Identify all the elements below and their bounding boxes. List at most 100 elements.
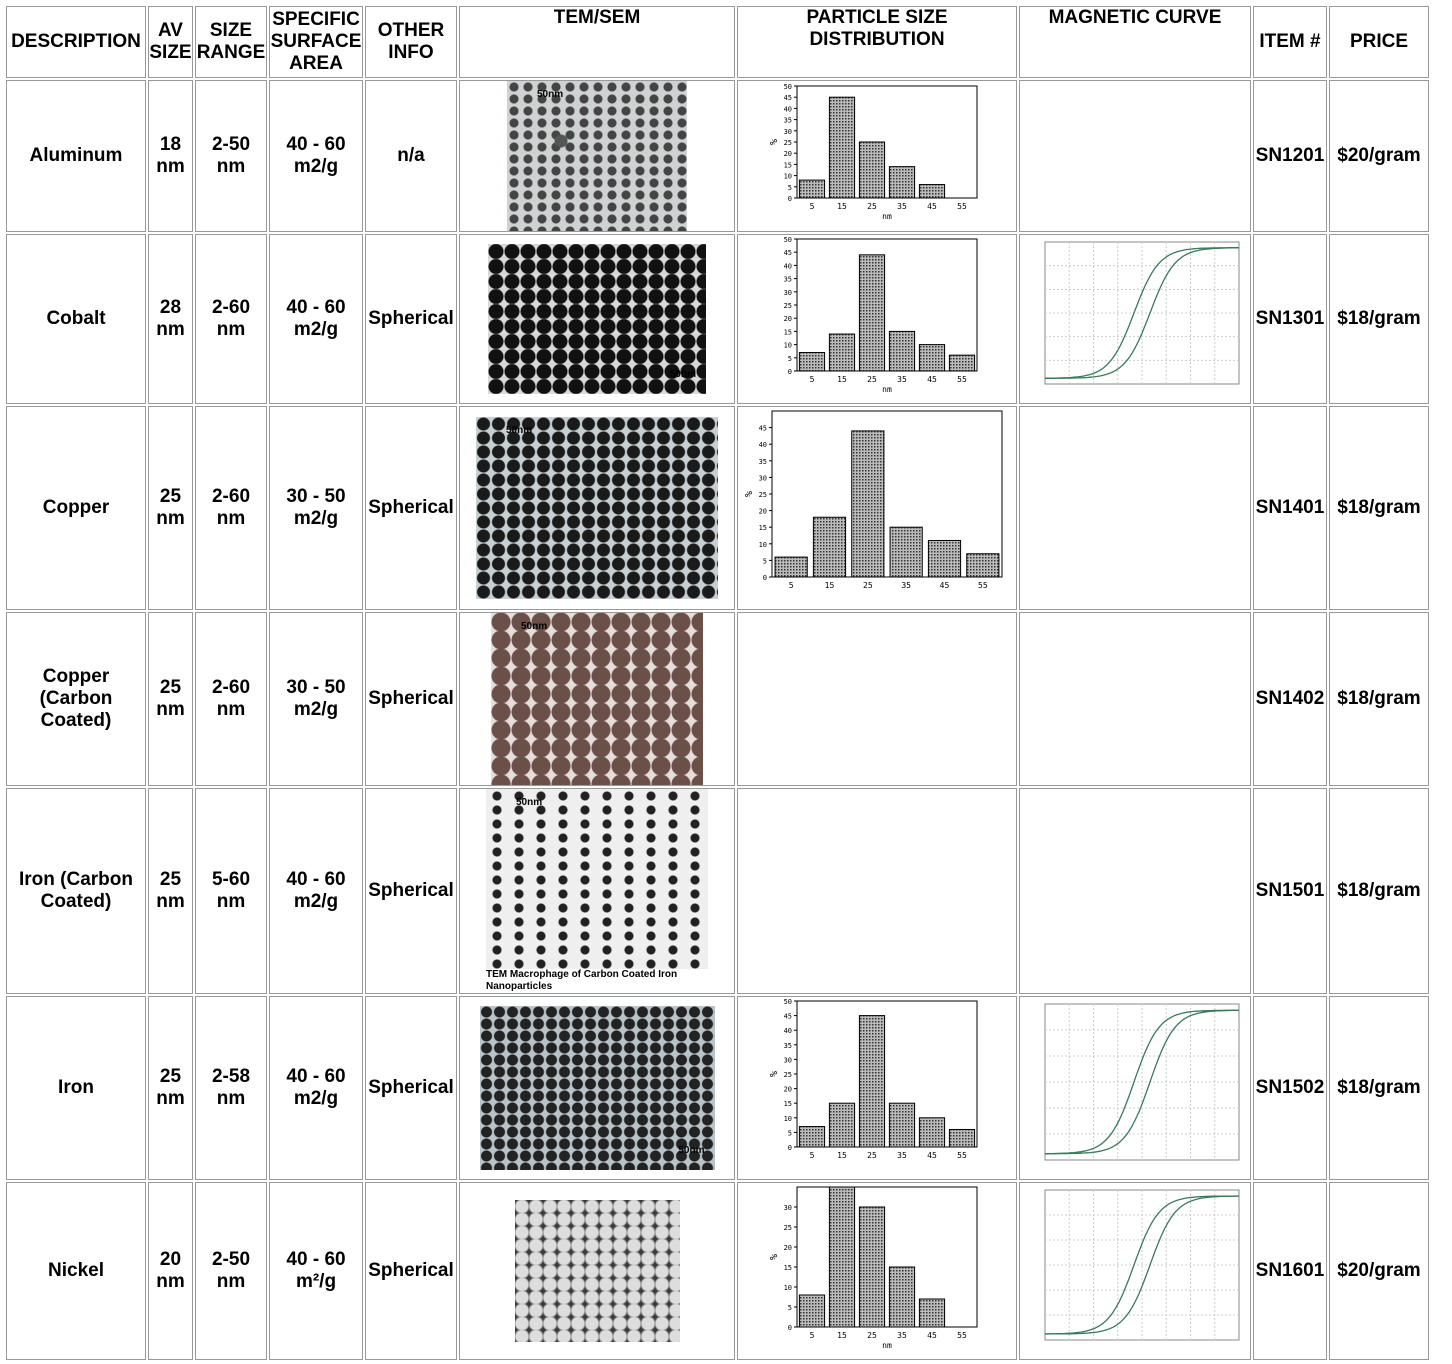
y-tick-label: 30: [784, 128, 792, 136]
tem-cell: 50nm: [459, 234, 735, 404]
distribution-chart: 0 5 10 15 20 25 30 35 40 45 5 15 25 35 45 55%: [744, 410, 1003, 590]
y-tick-label: 20: [759, 508, 767, 516]
item-number: SN1401: [1253, 406, 1327, 610]
tem-image: 50nm: [491, 613, 703, 785]
surface-area: 30 - 50 m2/g: [269, 406, 363, 610]
x-tick-label: 45: [927, 202, 937, 211]
x-tick-label: 25: [863, 581, 873, 590]
item-number: SN1502: [1253, 996, 1327, 1180]
y-tick-label: 30: [759, 474, 767, 482]
bar: [888, 1102, 916, 1148]
y-tick-label: 15: [759, 524, 767, 532]
av-size: 25 nm: [148, 406, 193, 610]
distribution-chart: 0 5 10 15 20 25 30 35 40 45 50 5 15 25 35 45 55%: [769, 998, 978, 1160]
x-tick-label: 55: [957, 1151, 967, 1160]
y-tick-label: 20: [784, 1086, 792, 1094]
x-tick-label: 5: [789, 581, 794, 590]
surface-area: 40 - 60 m2/g: [269, 788, 363, 994]
x-tick-label: 45: [940, 581, 950, 590]
y-tick-label: 5: [788, 1304, 792, 1312]
y-tick-label: 15: [784, 161, 792, 169]
y-tick-label: 0: [788, 195, 792, 203]
hysteresis-loop: [1045, 1009, 1239, 1155]
x-tick-label: 35: [897, 202, 907, 211]
y-tick-label: 40: [759, 441, 767, 449]
y-tick-label: 50: [784, 83, 792, 91]
x-axis-label: nm: [882, 212, 892, 221]
bar: [918, 1117, 946, 1148]
column-header: ITEM #: [1253, 6, 1327, 78]
magnetic-cell: [1019, 788, 1251, 994]
y-tick-label: 45: [759, 425, 767, 433]
plot-frame: [796, 238, 978, 372]
surface-area: 40 - 60 m2/g: [269, 996, 363, 1180]
av-size: 28 nm: [148, 234, 193, 404]
item-number: SN1402: [1253, 612, 1327, 786]
bar: [888, 166, 916, 199]
price: $18/gram: [1329, 996, 1429, 1180]
hysteresis-loop: [1045, 247, 1239, 379]
av-size: 25 nm: [148, 996, 193, 1180]
size-range: 2-50 nm: [195, 80, 267, 232]
tem-cell: [459, 1182, 735, 1360]
bar: [948, 1128, 976, 1148]
y-tick-label: 5: [763, 557, 767, 565]
x-tick-label: 45: [927, 1331, 937, 1340]
y-tick-label: 15: [784, 328, 792, 336]
av-size: 25 nm: [148, 612, 193, 786]
magnetic-cell: [1019, 996, 1251, 1180]
scale-label: 50nm: [506, 425, 533, 436]
bar: [798, 1294, 826, 1328]
size-range: 2-60 nm: [195, 612, 267, 786]
y-tick-label: 0: [788, 1144, 792, 1152]
x-tick-label: 5: [810, 1151, 815, 1160]
hysteresis-loop: [1045, 247, 1239, 379]
bar: [858, 141, 886, 199]
bar: [774, 556, 808, 578]
y-tick-label: 5: [788, 1129, 792, 1137]
item-number: SN1601: [1253, 1182, 1327, 1360]
y-tick-label: 15: [784, 1100, 792, 1108]
other-info: n/a: [365, 80, 457, 232]
description: Copper: [6, 406, 146, 610]
y-tick-label: 40: [784, 262, 792, 270]
bar: [828, 1186, 856, 1328]
price: $18/gram: [1329, 234, 1429, 404]
tem-caption: TEM Macrophage of Carbon Coated Iron Nan…: [486, 969, 678, 992]
distribution-chart: 0 5 10 15 20 25 30 35 40 45 50 5 15 25 35 45 55 nm: [784, 236, 978, 394]
x-tick-label: 15: [825, 581, 835, 590]
x-tick-label: 25: [867, 1331, 877, 1340]
av-size: 18 nm: [148, 80, 193, 232]
y-tick-label: 50: [784, 998, 792, 1006]
column-header: DESCRIPTION: [6, 6, 146, 78]
x-tick-label: 35: [897, 1331, 907, 1340]
x-tick-label: 25: [867, 1151, 877, 1160]
y-tick-label: 0: [763, 574, 767, 582]
bar: [858, 254, 886, 372]
y-tick-label: 25: [784, 1224, 792, 1232]
x-tick-label: 25: [867, 202, 877, 211]
x-tick-label: 55: [957, 375, 967, 384]
y-tick-label: 20: [784, 1244, 792, 1252]
y-tick-label: 35: [784, 276, 792, 284]
x-tick-label: 15: [837, 375, 847, 384]
scale-label: 50nm: [516, 797, 543, 808]
distribution-chart: 0 5 10 15 20 25 30 35 40 45 50 5 15 25 35 45 55 nm%: [769, 83, 978, 221]
y-axis-label: %: [769, 139, 780, 145]
bar: [889, 526, 923, 578]
product-row: Nickel 20 nm 2-50 nm 40 - 60 m²/g Spherical 0…: [6, 1182, 1429, 1360]
product-table: DESCRIPTION AV SIZE SIZE RANGE SPECIFIC SUR…: [4, 4, 1431, 1362]
x-axis-label: nm: [882, 385, 892, 394]
y-tick-label: 35: [759, 458, 767, 466]
tem-cell: 50nm: [459, 612, 735, 786]
tem-image: 50nm: [486, 789, 708, 969]
surface-area: 40 - 60 m2/g: [269, 80, 363, 232]
tem-image: [514, 1200, 680, 1342]
scale-label: 50nm: [678, 1145, 705, 1156]
y-tick-label: 0: [788, 368, 792, 376]
product-row: Iron (Carbon Coated) 25 nm 5-60 nm 40 - 60 …: [6, 788, 1429, 994]
bar: [888, 330, 916, 372]
scale-label: 50nm: [521, 621, 548, 632]
item-number: SN1501: [1253, 788, 1327, 994]
item-number: SN1201: [1253, 80, 1327, 232]
